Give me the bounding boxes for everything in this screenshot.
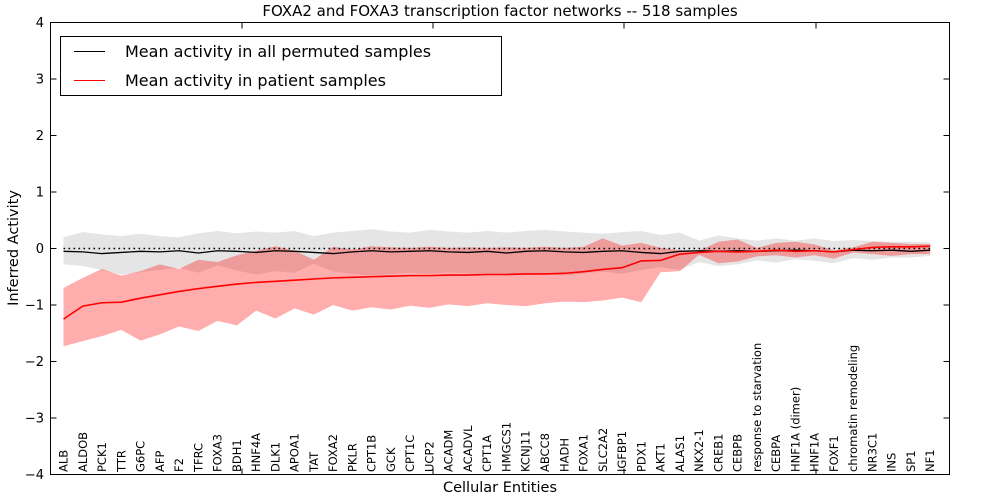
x-category-label: AFP — [153, 451, 167, 472]
y-tick-label: 2 — [36, 129, 44, 144]
x-category-label: FOXA3 — [211, 434, 225, 472]
x-category-label: ALDOB — [76, 432, 90, 472]
x-category-label: ALAS1 — [673, 435, 687, 472]
x-category-label: ACADVL — [461, 425, 475, 472]
x-category-label: PDX1 — [634, 441, 648, 472]
x-category-label: G6PC — [134, 441, 148, 472]
x-category-label: CEBPB — [731, 434, 745, 472]
x-category-label: ALB — [57, 450, 71, 472]
legend-label-permuted: Mean activity in all permuted samples — [125, 42, 432, 61]
x-category-label: CPT1C — [403, 435, 417, 472]
x-category-label: F2 — [172, 458, 186, 472]
x-category-label: KCNJ11 — [519, 430, 533, 472]
x-category-label: CEBPA — [769, 435, 783, 472]
x-category-label: DLK1 — [268, 442, 282, 472]
y-tick-label: 3 — [36, 73, 44, 88]
x-category-label: FOXA2 — [326, 434, 340, 472]
x-category-label: HNF1A (dimer) — [788, 387, 802, 472]
y-tick-label: −1 — [25, 299, 44, 314]
patient-mean-line — [63, 245, 931, 320]
x-category-label: NR3C1 — [865, 433, 879, 472]
x-category-label: SLC2A2 — [596, 428, 610, 472]
x-category-label: HNF1A — [808, 433, 822, 472]
x-category-label: FOXF1 — [827, 435, 841, 472]
x-category-label: chromatin remodeling — [846, 345, 860, 472]
x-category-label: HNF4A — [249, 433, 263, 472]
y-tick-label: −3 — [25, 412, 44, 427]
x-category-label: ABCC8 — [538, 433, 552, 472]
patient-band — [63, 238, 931, 347]
x-category-label: CPT1B — [365, 435, 379, 472]
y-axis-label: Inferred Activity — [6, 190, 22, 306]
x-category-label: FOXA1 — [577, 434, 591, 472]
x-category-label: IGFBP1 — [615, 431, 629, 472]
legend-item-patient: Mean activity in patient samples — [61, 66, 501, 95]
x-category-label: TFRC — [191, 443, 205, 473]
x-category-label: AKT1 — [654, 443, 668, 472]
x-axis-label: Cellular Entities — [442, 480, 558, 496]
legend-line-patient-icon — [74, 80, 105, 81]
x-category-label: SP1 — [904, 450, 918, 472]
x-category-label: BDH1 — [230, 439, 244, 472]
x-category-label: INS — [885, 453, 899, 472]
chart-title: FOXA2 and FOXA3 transcription factor net… — [262, 2, 738, 20]
x-category-label: response to starvation — [750, 343, 764, 472]
x-category-label: TAT — [307, 451, 321, 473]
x-category-label: HADH — [557, 438, 571, 472]
x-category-label: NF1 — [923, 449, 937, 472]
x-category-label: GCK — [384, 447, 398, 472]
x-category-label: PCK1 — [95, 442, 109, 472]
x-category-label: PKLR — [345, 443, 359, 472]
x-category-label: ACADM — [442, 430, 456, 472]
y-tick-label: 1 — [36, 186, 44, 201]
y-tick-label: 4 — [36, 16, 44, 31]
y-tick-label: 0 — [36, 242, 44, 257]
legend-item-permuted: Mean activity in all permuted samples — [61, 37, 501, 66]
x-category-label: NKX2-1 — [692, 429, 706, 472]
legend: Mean activity in all permuted samples Me… — [60, 36, 502, 96]
x-category-label: CPT1A — [480, 435, 494, 472]
x-category-label: UCP2 — [422, 441, 436, 472]
y-tick-label: −2 — [25, 355, 44, 370]
x-category-label: HMGCS1 — [499, 422, 513, 472]
legend-label-patient: Mean activity in patient samples — [125, 71, 386, 90]
x-category-label: CREB1 — [711, 434, 725, 473]
y-tick-label: −4 — [25, 468, 44, 483]
x-category-label: TTR — [114, 450, 128, 473]
legend-line-permuted-icon — [74, 51, 105, 52]
x-category-label: APOA1 — [288, 433, 302, 472]
